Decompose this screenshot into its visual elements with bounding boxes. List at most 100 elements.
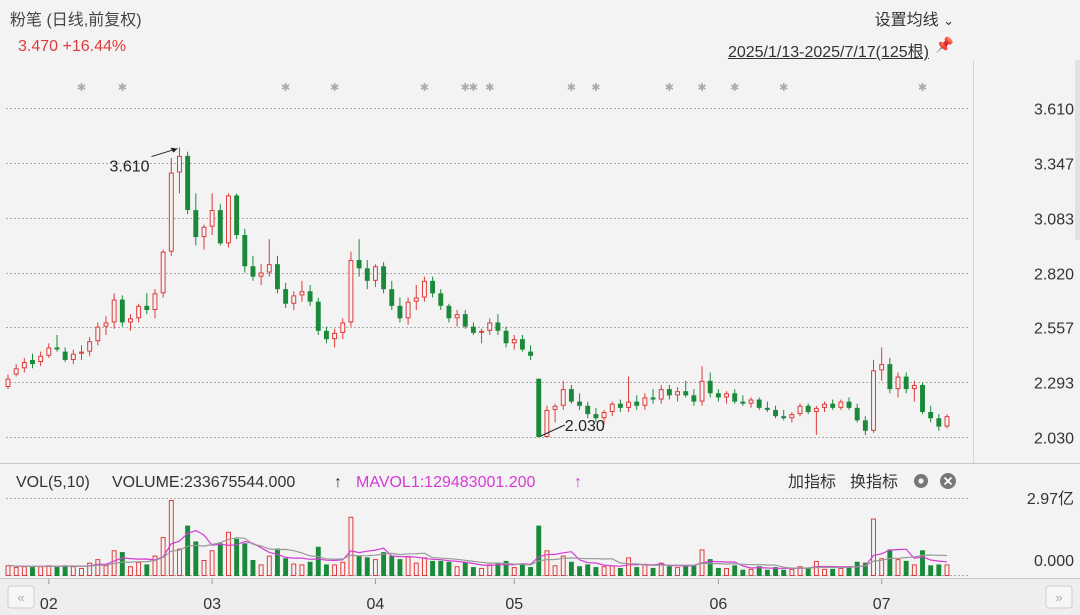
candle-body [70, 353, 76, 360]
volume-bar [764, 569, 770, 576]
volume-bar [707, 559, 713, 576]
scrollbar[interactable] [1075, 60, 1080, 240]
volume-bar [430, 560, 436, 576]
volume-bar [928, 565, 934, 576]
date-range-link[interactable]: 2025/1/13-2025/7/17(125根) [727, 44, 929, 61]
candle [552, 403, 558, 423]
candle [544, 405, 550, 438]
candle [658, 384, 664, 404]
scroll-right-button[interactable]: » [1045, 585, 1073, 609]
candle [740, 395, 746, 406]
volume-bar [79, 567, 84, 576]
volume-bar [683, 566, 689, 576]
price-change: 3.470 +16.44% [18, 38, 127, 55]
candle-body [160, 251, 166, 294]
low-annotation-label: 2.030 [565, 418, 605, 435]
candle-body [528, 351, 534, 356]
y-tick-label: 3.083 [1034, 212, 1074, 229]
candle [250, 255, 256, 281]
candle-body [389, 289, 395, 306]
candle-body [177, 155, 182, 173]
volume-bar [168, 500, 174, 576]
volume-bar [234, 538, 240, 576]
candle-body [560, 389, 566, 406]
event-marker-icon: ✱ [591, 82, 600, 94]
candle [577, 393, 583, 410]
candle [617, 399, 623, 413]
volume-bar [528, 567, 534, 576]
volume-bar [846, 567, 852, 576]
add-indicator-button[interactable]: 加指标 [788, 473, 836, 491]
volume-bar [944, 564, 950, 577]
candle [944, 414, 950, 429]
x-tick-label: 03 [203, 596, 221, 613]
volume-bar [675, 567, 680, 576]
volume-bar [13, 567, 19, 576]
volume-bar [642, 564, 648, 577]
candle [405, 297, 411, 325]
volume-bar [552, 565, 558, 577]
volume-bar [340, 561, 346, 576]
volume-bar [70, 566, 76, 576]
volume-bar [585, 564, 591, 576]
candle [487, 318, 493, 335]
candle-body [797, 405, 803, 415]
candle-body [62, 351, 68, 360]
switch-indicator-button[interactable]: 换指标 [850, 473, 898, 491]
high-arrowhead-icon [170, 147, 178, 153]
candle-body [111, 299, 117, 323]
candle [283, 282, 289, 308]
candle [626, 376, 632, 413]
volume-bar [650, 567, 656, 576]
volume-bar [797, 566, 803, 576]
candle-body [136, 305, 142, 319]
volume-arrow: ↑ [334, 474, 342, 491]
vol-y-tick-label: 2.97亿 [1027, 490, 1074, 508]
candle [152, 289, 158, 319]
candle-body [430, 280, 436, 294]
candle [413, 284, 419, 310]
candle-body [405, 301, 411, 319]
volume-bar [103, 565, 109, 577]
candle [177, 147, 182, 194]
candle [511, 334, 517, 350]
volume-bar [258, 564, 264, 577]
volume-bar [920, 550, 925, 576]
volume-bar [617, 567, 623, 576]
scroll-left-button[interactable]: « [7, 585, 35, 609]
candle-body [364, 268, 370, 281]
pin-icon[interactable]: 📌 [935, 37, 954, 54]
candle-body [838, 401, 844, 408]
volume-value: VOLUME:233675544.000 [112, 474, 295, 491]
candle [666, 384, 672, 400]
volume-bar [479, 567, 485, 576]
candle-body [479, 330, 485, 333]
candle-body [315, 301, 321, 331]
close-icon[interactable] [940, 473, 956, 489]
event-marker-icon: ✱ [330, 82, 339, 94]
volume-bar [348, 516, 354, 577]
candle [830, 399, 836, 410]
candle-body [830, 403, 836, 408]
candle [315, 297, 321, 335]
set-moving-average-button[interactable]: 设置均线 ⌄ [875, 6, 954, 30]
event-marker-icon: ✱ [918, 82, 927, 94]
candle [291, 291, 297, 310]
candle [119, 295, 125, 327]
candle [389, 280, 395, 310]
candle [479, 328, 485, 344]
candle [258, 264, 264, 285]
candle-body [397, 305, 403, 319]
candle-body [258, 272, 264, 277]
candle [421, 276, 427, 302]
candle [805, 403, 811, 415]
volume-bar [470, 567, 476, 576]
candle [503, 326, 509, 348]
candle-body [854, 407, 860, 421]
candle [5, 374, 11, 390]
gear-icon[interactable] [914, 474, 928, 488]
volume-bar [389, 555, 395, 576]
candle-body [895, 376, 901, 390]
volume-bar [119, 552, 125, 576]
candle-body [781, 416, 787, 419]
